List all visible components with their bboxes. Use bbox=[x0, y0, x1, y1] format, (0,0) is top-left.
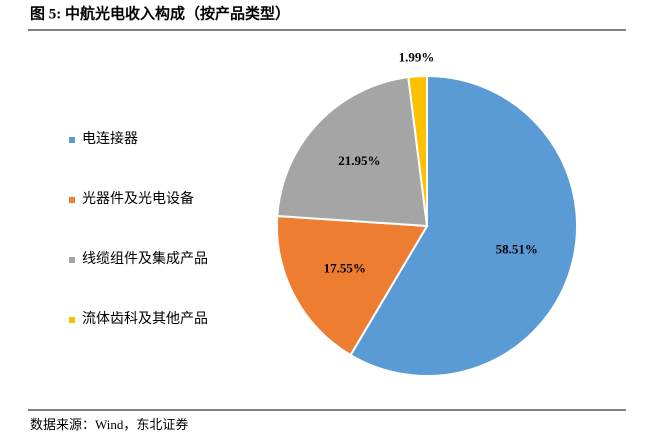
slice-label: 58.51% bbox=[496, 242, 538, 257]
legend-label: 线缆组件及集成产品 bbox=[82, 250, 208, 267]
legend-swatch bbox=[69, 197, 75, 203]
chart-title: 图 5: 中航光电收入构成（按产品类型） bbox=[30, 4, 290, 22]
legend-swatch bbox=[69, 257, 75, 263]
legend-label: 光器件及光电设备 bbox=[82, 190, 194, 207]
slice-label: 1.99% bbox=[399, 49, 435, 64]
legend-swatch bbox=[69, 137, 75, 143]
pie-slice bbox=[349, 74, 578, 377]
pie-slice bbox=[407, 74, 428, 227]
legend-swatch bbox=[69, 317, 75, 323]
slice-label: 17.55% bbox=[324, 260, 366, 275]
legend-label: 流体齿科及其他产品 bbox=[82, 311, 208, 327]
source: 数据来源：Wind，东北证券 bbox=[30, 417, 188, 432]
legend-label: 电连接器 bbox=[82, 130, 138, 147]
slice-label: 21.95% bbox=[338, 153, 380, 168]
pie-slice bbox=[276, 214, 429, 357]
pie-slice bbox=[276, 76, 429, 228]
